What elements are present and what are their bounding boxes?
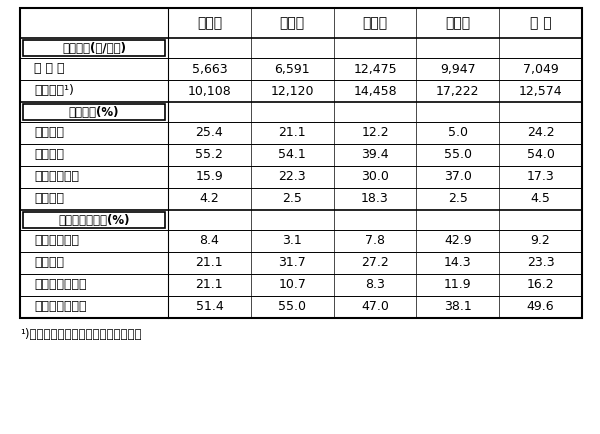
Text: 55.2: 55.2 xyxy=(196,148,223,161)
Text: 27.2: 27.2 xyxy=(361,256,389,270)
Text: 3.1: 3.1 xyxy=(283,234,302,247)
Text: 54.0: 54.0 xyxy=(527,148,554,161)
Text: 2.5: 2.5 xyxy=(448,193,468,206)
Text: バーク: バーク xyxy=(445,16,470,30)
Text: 16.2: 16.2 xyxy=(527,279,554,292)
Text: 14.3: 14.3 xyxy=(444,256,472,270)
Text: 5.0: 5.0 xyxy=(448,126,468,139)
Text: 14,458: 14,458 xyxy=(353,85,397,98)
Text: 17.3: 17.3 xyxy=(527,171,554,184)
Text: 18.3: 18.3 xyxy=(361,193,389,206)
Text: 21.1: 21.1 xyxy=(196,279,223,292)
Text: 12,475: 12,475 xyxy=(353,62,397,76)
Text: ¹)袋詰め販売を行っている施設に限定: ¹)袋詰め販売を行っている施設に限定 xyxy=(20,328,142,341)
Text: 31.7: 31.7 xyxy=(278,256,306,270)
Text: 管区内で: 管区内で xyxy=(34,148,64,161)
Text: 堆肥品質不安定: 堆肥品質不安定 xyxy=(34,279,86,292)
Text: 11.9: 11.9 xyxy=(444,279,472,292)
Text: 需要一時期集中: 需要一時期集中 xyxy=(34,300,86,313)
Text: 他市町村へも: 他市町村へも xyxy=(34,171,79,184)
Text: 自家消費: 自家消費 xyxy=(34,126,64,139)
Text: 豚ふん: 豚ふん xyxy=(280,16,305,30)
Text: 原料入手困難: 原料入手困難 xyxy=(34,234,79,247)
Text: 30.0: 30.0 xyxy=(361,171,389,184)
Text: 55.0: 55.0 xyxy=(444,148,472,161)
Text: 他県へも: 他県へも xyxy=(34,193,64,206)
Text: 51.4: 51.4 xyxy=(196,300,223,313)
Text: 鶏ふん: 鶏ふん xyxy=(362,16,388,30)
Text: 49.6: 49.6 xyxy=(527,300,554,313)
Bar xyxy=(23,40,165,56)
Text: 袋詰施設¹): 袋詰施設¹) xyxy=(34,85,74,98)
Text: 9,947: 9,947 xyxy=(440,62,476,76)
Text: 25.4: 25.4 xyxy=(196,126,223,139)
Text: 55.0: 55.0 xyxy=(278,300,306,313)
Text: 7.8: 7.8 xyxy=(365,234,385,247)
Text: 38.1: 38.1 xyxy=(444,300,472,313)
Text: 悪臭問題: 悪臭問題 xyxy=(34,256,64,270)
Bar xyxy=(23,212,165,228)
Text: 8.4: 8.4 xyxy=(199,234,220,247)
Text: 47.0: 47.0 xyxy=(361,300,389,313)
Text: 37.0: 37.0 xyxy=(444,171,472,184)
Text: 42.9: 42.9 xyxy=(444,234,472,247)
Text: 全 体: 全 体 xyxy=(530,16,551,30)
Text: 12.2: 12.2 xyxy=(361,126,389,139)
Text: 5,663: 5,663 xyxy=(191,62,227,76)
Text: 2.5: 2.5 xyxy=(282,193,302,206)
Text: 24.2: 24.2 xyxy=(527,126,554,139)
Text: 9.2: 9.2 xyxy=(531,234,550,247)
Text: 22.3: 22.3 xyxy=(278,171,306,184)
Text: 4.5: 4.5 xyxy=(530,193,551,206)
Text: 21.1: 21.1 xyxy=(196,256,223,270)
Text: 牛ふん: 牛ふん xyxy=(197,16,222,30)
Text: 54.1: 54.1 xyxy=(278,148,306,161)
Text: 10.7: 10.7 xyxy=(278,279,306,292)
Text: 販売価格(円/トン): 販売価格(円/トン) xyxy=(62,42,126,55)
Text: 23.3: 23.3 xyxy=(527,256,554,270)
Bar xyxy=(23,104,165,120)
Text: 4.2: 4.2 xyxy=(200,193,219,206)
Text: 17,222: 17,222 xyxy=(436,85,479,98)
Bar xyxy=(20,8,582,318)
Text: 12,120: 12,120 xyxy=(271,85,314,98)
Text: 生産上の問題点(%): 生産上の問題点(%) xyxy=(58,214,130,227)
Text: 流通範囲(%): 流通範囲(%) xyxy=(69,105,119,118)
Text: 10,108: 10,108 xyxy=(188,85,231,98)
Text: 21.1: 21.1 xyxy=(278,126,306,139)
Text: 8.3: 8.3 xyxy=(365,279,385,292)
Text: 12,574: 12,574 xyxy=(519,85,562,98)
Text: 39.4: 39.4 xyxy=(361,148,389,161)
Text: 全 施 設: 全 施 設 xyxy=(34,62,65,76)
Text: 6,591: 6,591 xyxy=(274,62,310,76)
Text: 15.9: 15.9 xyxy=(196,171,223,184)
Text: 7,049: 7,049 xyxy=(523,62,559,76)
